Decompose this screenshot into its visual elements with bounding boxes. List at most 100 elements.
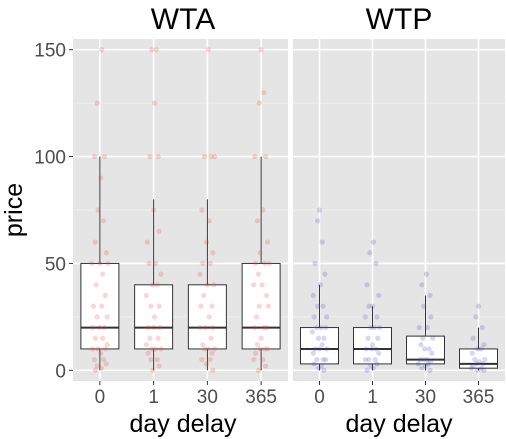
data-point <box>421 346 428 352</box>
data-point <box>253 314 260 320</box>
data-point <box>257 250 263 256</box>
data-point <box>314 324 320 331</box>
x-tick-label: 0 <box>314 387 325 408</box>
data-point <box>420 335 426 341</box>
data-point <box>254 342 261 348</box>
facet-panel-wta <box>73 39 288 381</box>
data-point <box>100 271 106 277</box>
data-point <box>316 207 323 213</box>
data-point <box>258 47 264 53</box>
data-point <box>309 329 315 335</box>
data-point <box>264 292 270 299</box>
x-tick-label: 1 <box>367 387 378 408</box>
box-iqr <box>241 262 281 350</box>
data-point <box>90 303 97 309</box>
data-point <box>94 363 100 369</box>
data-point <box>149 346 155 352</box>
data-point <box>252 153 258 160</box>
data-point <box>198 303 204 309</box>
data-point <box>315 303 321 309</box>
data-point <box>421 303 427 309</box>
x-tick-label: 0 <box>95 387 106 408</box>
data-point <box>373 346 379 352</box>
data-point <box>209 303 215 309</box>
data-point <box>479 324 485 331</box>
box-iqr <box>80 262 120 350</box>
data-point <box>89 346 96 352</box>
data-point <box>207 357 213 363</box>
data-point <box>474 346 481 352</box>
data-point <box>208 335 214 341</box>
data-point <box>92 335 98 341</box>
data-point <box>101 153 108 160</box>
data-point <box>322 271 328 277</box>
data-point <box>253 260 259 267</box>
data-point <box>151 314 158 320</box>
data-point <box>481 342 487 348</box>
x-tick-label: 1 <box>148 387 159 408</box>
data-point <box>370 239 377 245</box>
data-point <box>100 218 107 224</box>
data-point <box>197 271 203 277</box>
data-point <box>472 357 478 363</box>
data-point <box>367 250 373 256</box>
data-point <box>212 346 218 352</box>
data-point <box>474 367 481 373</box>
data-point <box>426 346 432 352</box>
data-point <box>478 346 484 352</box>
data-point <box>99 303 105 309</box>
data-point <box>263 153 269 160</box>
points-wta <box>89 47 272 373</box>
data-point <box>369 342 376 348</box>
data-point <box>368 346 375 352</box>
data-point <box>94 100 100 106</box>
data-point <box>312 260 318 267</box>
data-point <box>375 335 381 341</box>
data-point <box>264 239 271 245</box>
data-point <box>89 324 96 331</box>
data-point <box>256 100 262 106</box>
x-tick-label: 30 <box>197 387 218 408</box>
data-point <box>103 250 109 256</box>
data-point <box>323 324 329 331</box>
data-point <box>480 361 486 367</box>
data-point <box>430 335 436 341</box>
data-point <box>417 357 423 363</box>
data-point <box>264 346 271 352</box>
data-point <box>154 282 160 288</box>
data-point <box>210 250 216 256</box>
data-point <box>148 357 154 363</box>
data-point <box>323 357 329 363</box>
data-point <box>363 346 369 352</box>
data-point <box>199 357 205 363</box>
box-iqr <box>300 327 339 365</box>
y-tick-label: 0 <box>55 361 66 382</box>
data-point <box>311 314 317 320</box>
data-point <box>310 292 316 299</box>
data-point <box>364 282 370 288</box>
data-point <box>260 207 266 213</box>
data-point <box>470 335 476 341</box>
data-point <box>200 342 206 348</box>
data-point <box>256 303 262 309</box>
data-point <box>311 361 317 367</box>
data-point <box>259 282 265 288</box>
data-point <box>203 239 210 245</box>
data-point <box>203 361 210 367</box>
data-point <box>474 361 480 367</box>
data-point <box>94 314 100 320</box>
data-point <box>428 314 434 320</box>
data-point <box>97 260 103 267</box>
data-point <box>199 207 205 213</box>
data-point <box>146 260 152 267</box>
data-point <box>319 239 325 245</box>
data-point <box>416 324 422 331</box>
data-point <box>253 350 259 356</box>
data-point <box>145 324 151 331</box>
facet-title-wta: WTA <box>151 3 215 36</box>
data-point <box>206 314 212 320</box>
data-point <box>158 271 164 277</box>
data-point <box>475 303 482 309</box>
data-point <box>202 153 208 160</box>
